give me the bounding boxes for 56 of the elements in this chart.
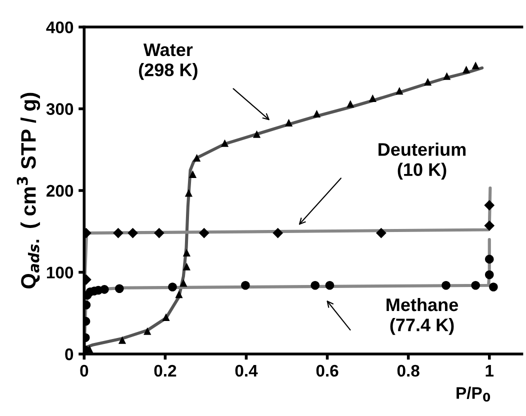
y-tick-label: 100 xyxy=(46,266,74,278)
point xyxy=(443,72,451,80)
x-tick-label: 0.4 xyxy=(235,364,258,377)
point xyxy=(462,66,470,74)
point xyxy=(284,118,293,126)
point xyxy=(471,280,480,290)
point xyxy=(118,336,126,344)
annotation: Methane (77.4 K) xyxy=(386,298,458,335)
point xyxy=(252,130,261,138)
point xyxy=(115,284,124,294)
point xyxy=(182,262,190,270)
point xyxy=(198,228,210,238)
point xyxy=(241,280,250,290)
point xyxy=(346,100,354,108)
x-tick-label: 0 xyxy=(80,364,88,377)
point xyxy=(168,282,177,292)
point xyxy=(272,228,284,238)
annotation: Water (298 K) xyxy=(138,44,198,80)
point xyxy=(310,280,320,290)
point xyxy=(144,327,152,335)
x-tick-label: 0.8 xyxy=(397,364,420,377)
x-axis-title: P/P$_{0}$ xyxy=(456,386,490,402)
point xyxy=(180,279,188,287)
point xyxy=(162,313,170,322)
x-tick-label: 0.6 xyxy=(316,364,338,377)
point xyxy=(484,254,494,264)
point xyxy=(376,228,386,238)
point xyxy=(472,62,480,70)
point xyxy=(113,228,124,238)
y-tick-label: 300 xyxy=(46,103,74,116)
point xyxy=(484,220,495,231)
y-axis-title: Q$_{ads.}$ ( cm$^{3}$ STP / g) xyxy=(16,92,40,288)
point xyxy=(188,170,197,178)
point xyxy=(154,228,164,238)
y-tick-label: 400 xyxy=(46,21,74,34)
point xyxy=(128,228,138,238)
point xyxy=(396,86,404,95)
point xyxy=(220,139,229,147)
point xyxy=(100,285,109,294)
point xyxy=(312,110,321,118)
point xyxy=(368,94,376,102)
point xyxy=(424,78,432,86)
x-tick-label: 0.2 xyxy=(154,364,176,377)
annotation: Deuterium (10 K) xyxy=(378,142,466,180)
point xyxy=(325,280,334,290)
x-tick-label: 1 xyxy=(486,365,494,377)
y-tick-label: 200 xyxy=(46,184,74,197)
point xyxy=(184,189,193,197)
point xyxy=(175,290,183,298)
point xyxy=(182,248,190,256)
point xyxy=(489,282,498,292)
point xyxy=(442,280,450,290)
y-tick-label: 0 xyxy=(65,348,74,360)
point xyxy=(484,270,494,280)
point xyxy=(193,154,201,162)
point xyxy=(484,200,495,210)
